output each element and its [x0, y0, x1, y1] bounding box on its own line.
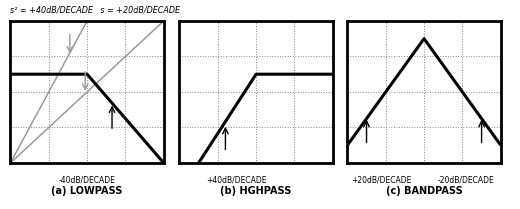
Text: +40dB/DECADE: +40dB/DECADE	[206, 176, 267, 185]
Text: +20dB/DECADE: +20dB/DECADE	[352, 176, 412, 185]
Text: s² = +40dB/DECADE   s = +20dB/DECADE: s² = +40dB/DECADE s = +20dB/DECADE	[10, 5, 180, 14]
Text: -40dB/DECADE: -40dB/DECADE	[59, 176, 115, 185]
Text: (b) HGHPASS: (b) HGHPASS	[220, 186, 292, 196]
Text: (a) LOWPASS: (a) LOWPASS	[51, 186, 123, 196]
Text: (c) BANDPASS: (c) BANDPASS	[386, 186, 462, 196]
Text: -20dB/DECADE: -20dB/DECADE	[438, 176, 495, 185]
